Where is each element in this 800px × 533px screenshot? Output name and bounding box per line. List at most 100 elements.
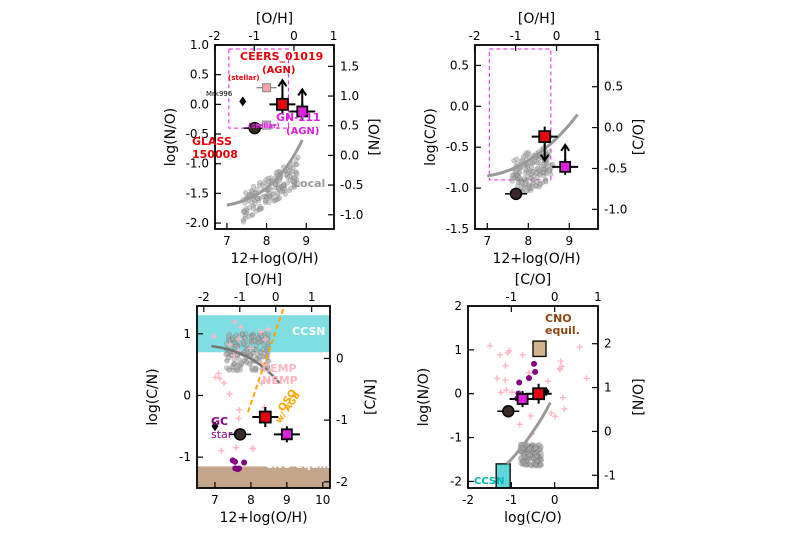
mrk996-point	[542, 386, 550, 397]
top-axis-label: [C/O]	[515, 272, 551, 288]
cemp-marker	[215, 370, 222, 377]
local-point	[533, 170, 539, 176]
y-tick-label: -2.0	[186, 216, 209, 230]
panel-top-right: 7 8 9 0.5 0.0 -0.5 -1.0 -1.5 -2 -1 0 1 0.5 0.0 -0.5 -1.…	[423, 11, 647, 267]
local-point	[535, 165, 541, 171]
plot-area	[487, 48, 579, 201]
local-point	[537, 181, 543, 187]
top-axis-label: [O/H]	[518, 11, 555, 27]
y-tick-label: 0	[454, 387, 462, 401]
right-tick-label: -1	[336, 413, 348, 427]
local-point	[537, 172, 543, 178]
right-axis-label: [C/O]	[631, 119, 647, 155]
x-tick-label: 7	[483, 234, 491, 248]
y-tick-label: 0	[183, 388, 191, 402]
y-tick-label: 0.0	[190, 97, 209, 111]
cemp-marker	[249, 445, 256, 452]
cemp-marker	[235, 336, 242, 343]
limit-arrow	[560, 143, 571, 161]
local-point	[522, 181, 528, 187]
cemp-marker	[561, 405, 568, 412]
annotation: CEMP	[262, 362, 297, 375]
right-tick-label: -1.0	[340, 208, 363, 222]
annotation: (stellar)	[248, 122, 280, 130]
panel-bottom-right: -2 -1 0 2 1 0 -1 -2 -1 0 1 2 1 0 -1 log(C/O) [C/O] log(N/…	[416, 272, 647, 526]
cemp-marker	[262, 336, 269, 343]
y-tick-label: -1.0	[446, 181, 469, 195]
cemp-marker	[212, 374, 219, 381]
annotation: 150008	[192, 148, 238, 161]
y-tick-label: 1.0	[190, 38, 209, 52]
x-tick-label: 7	[211, 493, 219, 507]
local-point	[260, 194, 266, 200]
local-point	[257, 203, 263, 209]
local-point	[282, 191, 288, 197]
ceers-point	[538, 130, 552, 143]
mrk996-point	[211, 421, 219, 432]
x-tick-label: -1	[505, 493, 517, 507]
y-axis-label: log(C/O)	[423, 108, 439, 166]
top-tick-label: 1	[308, 290, 316, 304]
cemp-marker	[220, 379, 227, 386]
local-point	[253, 367, 259, 373]
local-point	[536, 441, 542, 447]
local-point	[254, 347, 260, 353]
y-tick-label: 0.5	[450, 58, 469, 72]
local-point	[230, 336, 236, 342]
right-tick-label: 0.0	[340, 148, 359, 162]
annotation: CEERS_01019	[240, 50, 323, 63]
local-point	[275, 190, 281, 196]
annotation: GN-z11	[276, 111, 321, 124]
panel-frame	[474, 44, 599, 230]
right-axis-label: [N/O]	[631, 378, 647, 415]
right-tick-label: 1	[604, 381, 612, 395]
panel-frame	[196, 305, 331, 489]
cemp-marker	[494, 375, 501, 382]
local-point	[246, 192, 252, 198]
local-point	[282, 186, 288, 192]
y-axis-label: log(N/O)	[163, 108, 179, 166]
qso-line	[246, 308, 285, 415]
y-tick-label: -1.0	[186, 157, 209, 171]
right-tick-label: 2	[604, 337, 612, 351]
cemp-marker	[218, 447, 225, 454]
top-tick-label: 1	[594, 290, 602, 304]
glass-point	[509, 187, 523, 201]
y-tick-label: -1	[179, 450, 191, 464]
stellar-point	[262, 83, 272, 93]
local-point	[530, 174, 536, 180]
annotation: Local	[293, 177, 325, 190]
local-point	[238, 360, 244, 366]
top-tick-label: 0	[553, 29, 561, 43]
panel-top-left: 7 8 9 1.0 0.5 0.0 -0.5 -1.0 -1.5 -2.0 -2 -1 0 1 1.5 1.0…	[163, 11, 383, 267]
top-axis-label: [O/H]	[245, 272, 282, 288]
local-point	[231, 361, 237, 367]
top-tick-label: -2	[469, 29, 481, 43]
local-point	[295, 154, 301, 160]
panel-frame	[214, 44, 335, 230]
glass-point	[502, 405, 515, 418]
local-point	[518, 460, 524, 466]
local-point	[525, 151, 531, 157]
local-point	[241, 357, 247, 363]
x-tick-label: 7	[223, 234, 231, 248]
cemp-marker	[236, 406, 243, 413]
x-axis-label: 12+log(O/H)	[219, 510, 307, 526]
local-point	[514, 156, 520, 162]
annotation: NEMP	[262, 374, 298, 387]
limit-arrow	[539, 142, 550, 163]
y-tick-label: 1	[454, 343, 462, 357]
local-point	[543, 179, 549, 185]
cemp-marker	[497, 389, 504, 396]
x-tick-label: 9	[565, 234, 573, 248]
annotation: CNO equil.	[265, 458, 330, 471]
right-tick-label: 0	[336, 351, 344, 365]
right-tick-label: 1.0	[340, 89, 359, 103]
local-point	[518, 455, 524, 461]
cno-band	[197, 466, 330, 488]
local-trend-line	[487, 113, 579, 178]
cemp-marker	[548, 410, 555, 417]
local-point	[244, 348, 250, 354]
